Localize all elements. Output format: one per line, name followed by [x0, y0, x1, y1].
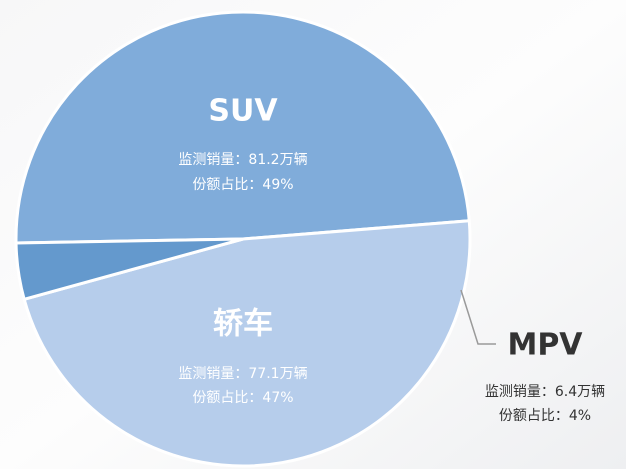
- leader-line: [460, 289, 496, 345]
- category-label: SUV: [208, 94, 278, 129]
- sales-label: 监测销量：6.4万辆: [485, 384, 605, 400]
- pie-slice: [22, 219, 472, 468]
- pie: [14, 10, 472, 468]
- category-label: 轿车: [213, 307, 273, 342]
- sales-label: 监测销量：77.1万辆: [178, 366, 307, 382]
- pie-slice: [14, 10, 471, 245]
- value-label: 份额占比：4%: [499, 408, 591, 424]
- value-label: 份额占比：47%: [192, 390, 293, 406]
- category-label: MPV: [507, 328, 583, 363]
- sales-label: 监测销量：81.2万辆: [178, 152, 307, 168]
- pie-slice: [14, 237, 245, 301]
- labels: SUV监测销量：81.2万辆份额占比：49%轿车监测销量：77.1万辆份额占比：…: [178, 94, 605, 425]
- value-label: 份额占比：49%: [192, 177, 293, 193]
